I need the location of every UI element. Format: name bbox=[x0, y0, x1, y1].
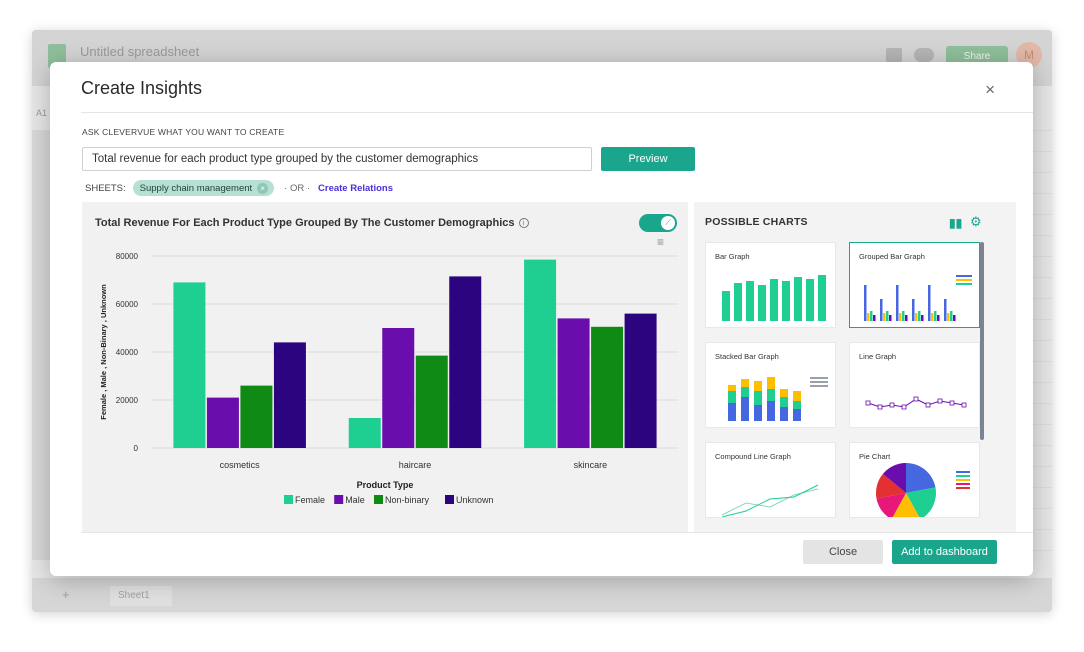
legend-swatch bbox=[334, 495, 344, 504]
sheets-label: SHEETS: bbox=[85, 182, 126, 194]
preview-button[interactable]: Preview bbox=[601, 147, 695, 171]
bar-male-cosmetics[interactable] bbox=[206, 397, 239, 448]
title-divider bbox=[81, 112, 1033, 113]
chart-option-compound[interactable]: Compound Line Graph bbox=[705, 442, 836, 518]
legend-label[interactable]: Female bbox=[295, 495, 325, 505]
row-numbers bbox=[32, 130, 50, 560]
create-relations-link[interactable]: Create Relations bbox=[318, 182, 393, 194]
hamburger-menu-icon[interactable]: ≡ bbox=[657, 235, 665, 249]
bar-non-binary-cosmetics[interactable] bbox=[240, 385, 273, 448]
possible-charts-panel: POSSIBLE CHARTS ▮▮ ⚙ Bar Graph Grouped Ba… bbox=[694, 202, 1016, 532]
y-tick-label: 0 bbox=[134, 444, 139, 453]
chart-option-preview bbox=[728, 377, 828, 421]
chart-title-row: Total Revenue For Each Product Type Grou… bbox=[95, 217, 529, 229]
meet-icon bbox=[914, 48, 934, 62]
legend-swatch bbox=[445, 495, 454, 504]
gear-icon[interactable]: ⚙ bbox=[970, 214, 982, 229]
chart-toggle[interactable]: ⟋ bbox=[639, 214, 677, 232]
y-tick-label: 60000 bbox=[116, 300, 139, 309]
bar-female-haircare[interactable] bbox=[348, 418, 381, 448]
bar-chart-icon[interactable]: ▮▮ bbox=[949, 216, 963, 230]
bar-non-binary-skincare[interactable] bbox=[591, 326, 624, 448]
ask-label: ASK CLEVERVUE WHAT YOU WANT TO CREATE bbox=[82, 127, 285, 137]
legend-label[interactable]: Non-binary bbox=[385, 495, 430, 505]
x-tick-label: cosmetics bbox=[220, 460, 261, 470]
chart-option-label: Line Graph bbox=[859, 352, 897, 361]
chart-option-label: Bar Graph bbox=[715, 252, 750, 261]
chart-option-label: Grouped Bar Graph bbox=[859, 252, 925, 261]
doc-title: Untitled spreadsheet bbox=[80, 44, 200, 59]
possible-charts-title: POSSIBLE CHARTS bbox=[705, 216, 808, 228]
bar-non-binary-haircare[interactable] bbox=[415, 355, 448, 448]
chart-panel: Total Revenue For Each Product Type Grou… bbox=[82, 202, 688, 532]
y-tick-label: 40000 bbox=[116, 348, 139, 357]
y-tick-label: 80000 bbox=[116, 252, 139, 261]
sheet-chip-label: Supply chain management bbox=[139, 182, 253, 194]
bar-female-skincare[interactable] bbox=[524, 259, 557, 448]
or-separator: · OR · bbox=[284, 182, 311, 194]
chart-option-label: Stacked Bar Graph bbox=[715, 352, 779, 361]
x-axis-label: Product Type bbox=[357, 480, 414, 490]
legend-swatch bbox=[374, 495, 383, 504]
add-to-dashboard-button[interactable]: Add to dashboard bbox=[892, 540, 997, 564]
chart-option-label: Compound Line Graph bbox=[715, 452, 791, 461]
legend-swatch bbox=[284, 495, 293, 504]
thumbnails-scrollbar[interactable] bbox=[980, 242, 984, 440]
chart-option-pie[interactable]: Pie Chart bbox=[849, 442, 980, 518]
bar-male-haircare[interactable] bbox=[382, 328, 415, 448]
main-bar-chart: 0 20000 40000 60000 80000 cosmetics haircare sk… bbox=[99, 252, 678, 505]
comment-icon bbox=[886, 48, 902, 62]
sheet-chip[interactable]: Supply chain management × bbox=[132, 180, 275, 196]
y-tick-label: 20000 bbox=[116, 396, 139, 405]
y-axis-label: Female , Male , Non-Binary , Unknown bbox=[99, 284, 108, 420]
info-icon[interactable]: i bbox=[518, 218, 529, 228]
sheet-tabs-bar: + Sheet1 bbox=[32, 578, 1052, 612]
legend-label[interactable]: Male bbox=[345, 495, 365, 505]
chart-toggle-icon: ⟋ bbox=[661, 216, 675, 230]
cell-reference: A1 bbox=[36, 108, 48, 118]
chart-option-stacked[interactable]: Stacked Bar Graph bbox=[705, 342, 836, 428]
sheet-tab: Sheet1 bbox=[110, 586, 172, 606]
legend-label[interactable]: Unknown bbox=[456, 495, 494, 505]
chart-option-preview bbox=[876, 463, 970, 517]
bar-male-skincare[interactable] bbox=[557, 318, 590, 448]
bar-unknown-haircare[interactable] bbox=[449, 276, 482, 448]
chart-option-bar[interactable]: Bar Graph bbox=[705, 242, 836, 328]
chart-option-line[interactable]: Line Graph bbox=[849, 342, 980, 428]
close-icon[interactable]: × bbox=[985, 80, 995, 99]
chart-option-label: Pie Chart bbox=[859, 452, 891, 461]
bar-unknown-cosmetics[interactable] bbox=[273, 342, 306, 448]
chart-option-preview bbox=[722, 275, 826, 321]
bar-unknown-skincare[interactable] bbox=[624, 313, 657, 448]
close-button[interactable]: Close bbox=[803, 540, 883, 564]
sheets-row: SHEETS: Supply chain management × · OR ·… bbox=[85, 179, 393, 197]
x-tick-label: haircare bbox=[399, 460, 432, 470]
x-tick-label: skincare bbox=[574, 460, 608, 470]
chart-option-grouped[interactable]: Grouped Bar Graph bbox=[849, 242, 980, 328]
add-sheet-icon: + bbox=[62, 587, 70, 602]
query-input[interactable] bbox=[82, 147, 592, 171]
chart-title: Total Revenue For Each Product Type Grou… bbox=[95, 217, 515, 229]
chart-option-preview bbox=[865, 396, 967, 410]
create-insights-modal: Create Insights × ASK CLEVERVUE WHAT YOU… bbox=[50, 62, 1033, 576]
bar-female-cosmetics[interactable] bbox=[173, 282, 206, 448]
footer-divider bbox=[81, 532, 1033, 533]
chart-option-preview bbox=[864, 275, 972, 321]
chart-option-preview bbox=[721, 484, 819, 517]
modal-title: Create Insights bbox=[81, 78, 203, 98]
chip-remove-icon[interactable]: × bbox=[257, 182, 269, 194]
